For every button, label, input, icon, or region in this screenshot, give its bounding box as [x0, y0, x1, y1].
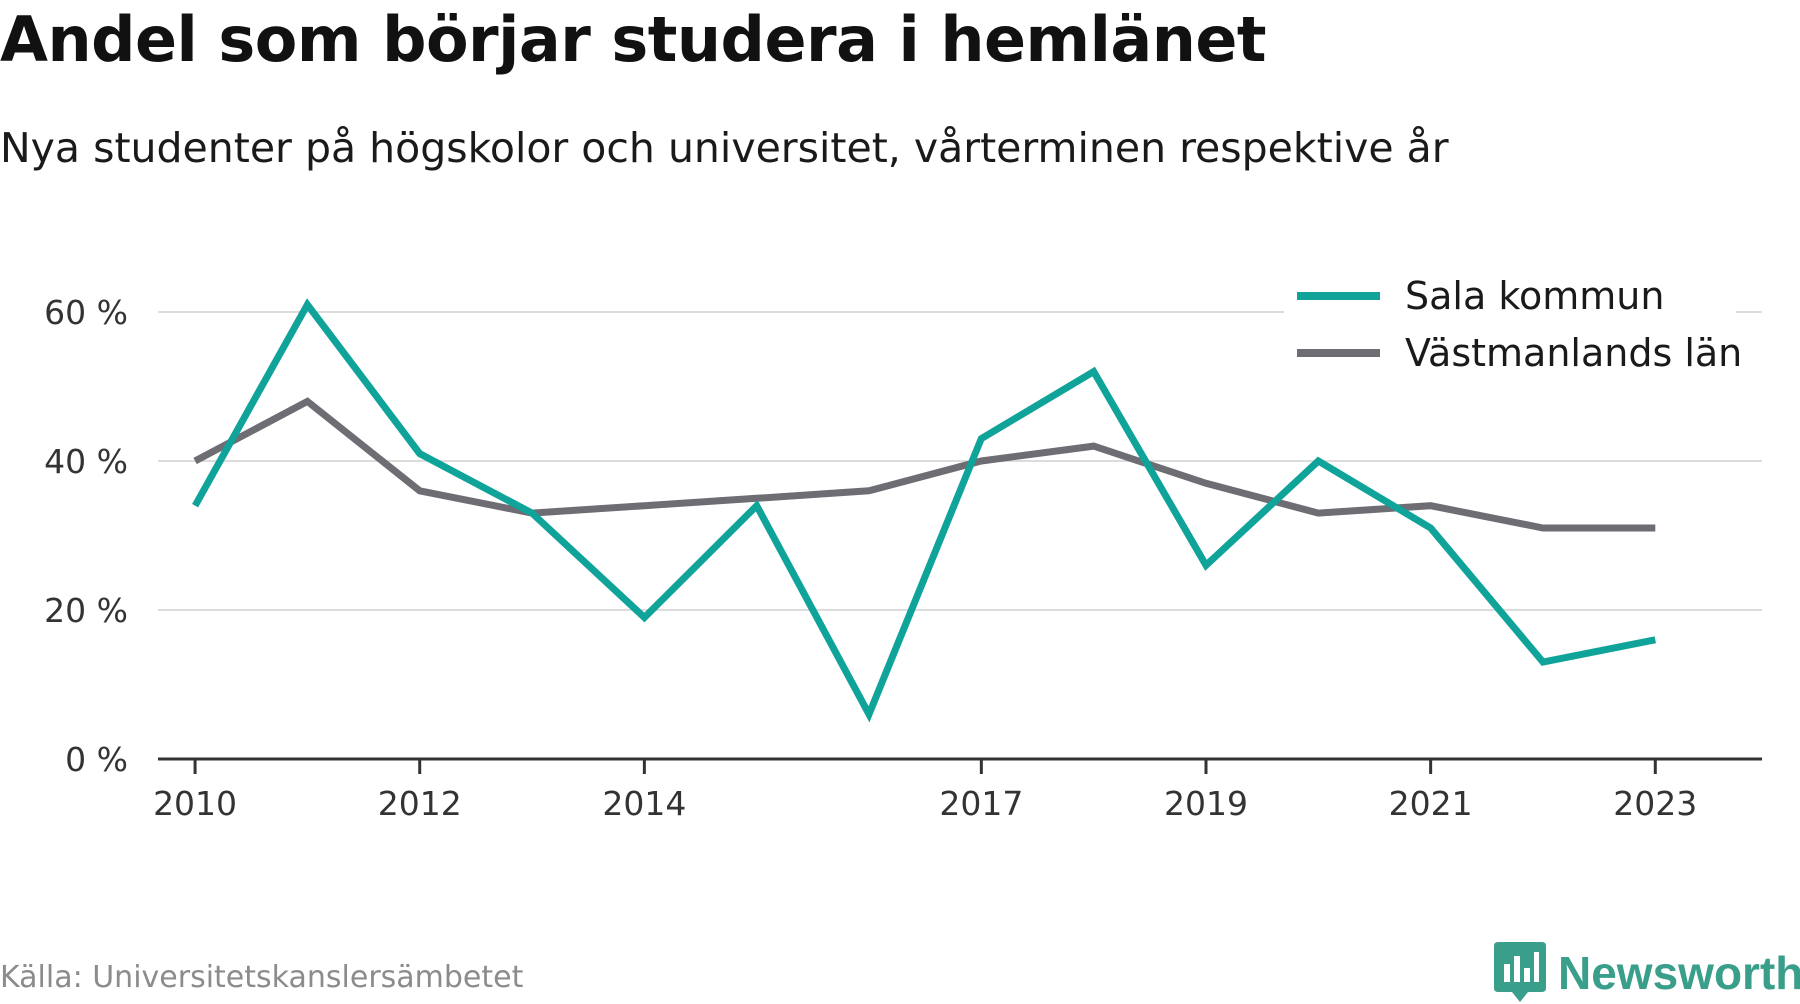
legend-label: Sala kommun	[1405, 274, 1664, 318]
y-axis-ticks: 0 % 20 % 40 % 60 %	[44, 293, 128, 779]
x-tick-label: 2010	[153, 784, 237, 823]
x-tick-label: 2021	[1389, 784, 1473, 823]
series-line-sala-kommun	[192, 298, 1656, 723]
series-line-västmanlands-län	[193, 397, 1656, 532]
line-chart: 0 % 20 % 40 % 60 % 2010 2012 2014 2017 2019 2021…	[44, 270, 1762, 823]
y-tick-label: 0 %	[65, 740, 128, 779]
x-tick-label: 2017	[939, 784, 1023, 823]
legend-label: Västmanlands län	[1405, 331, 1742, 375]
legend-background	[1284, 270, 1736, 380]
x-axis-ticks: 2010 2012 2014 2017 2019 2021 2023	[153, 759, 1697, 823]
y-tick-label: 60 %	[44, 293, 128, 332]
legend: Sala kommun Västmanlands län	[1284, 270, 1742, 380]
x-tick-label: 2019	[1164, 784, 1248, 823]
source-note: Källa: Universitetskanslersämbetet	[0, 960, 524, 995]
y-tick-label: 20 %	[44, 591, 128, 630]
newsworthy-logo-icon	[1494, 942, 1546, 1002]
chart-subtitle: Nya studenter på högskolor och universit…	[0, 124, 1449, 172]
y-tick-label: 40 %	[44, 442, 128, 481]
brand-name: Newsworthy	[1558, 947, 1800, 999]
chart-title: Andel som börjar studera i hemlänet	[0, 3, 1267, 76]
series-lines	[192, 298, 1656, 723]
brand-logo: Newsworthy	[1494, 942, 1800, 1004]
x-tick-label: 2023	[1613, 784, 1697, 823]
x-tick-label: 2012	[378, 784, 462, 823]
x-tick-label: 2014	[602, 784, 686, 823]
